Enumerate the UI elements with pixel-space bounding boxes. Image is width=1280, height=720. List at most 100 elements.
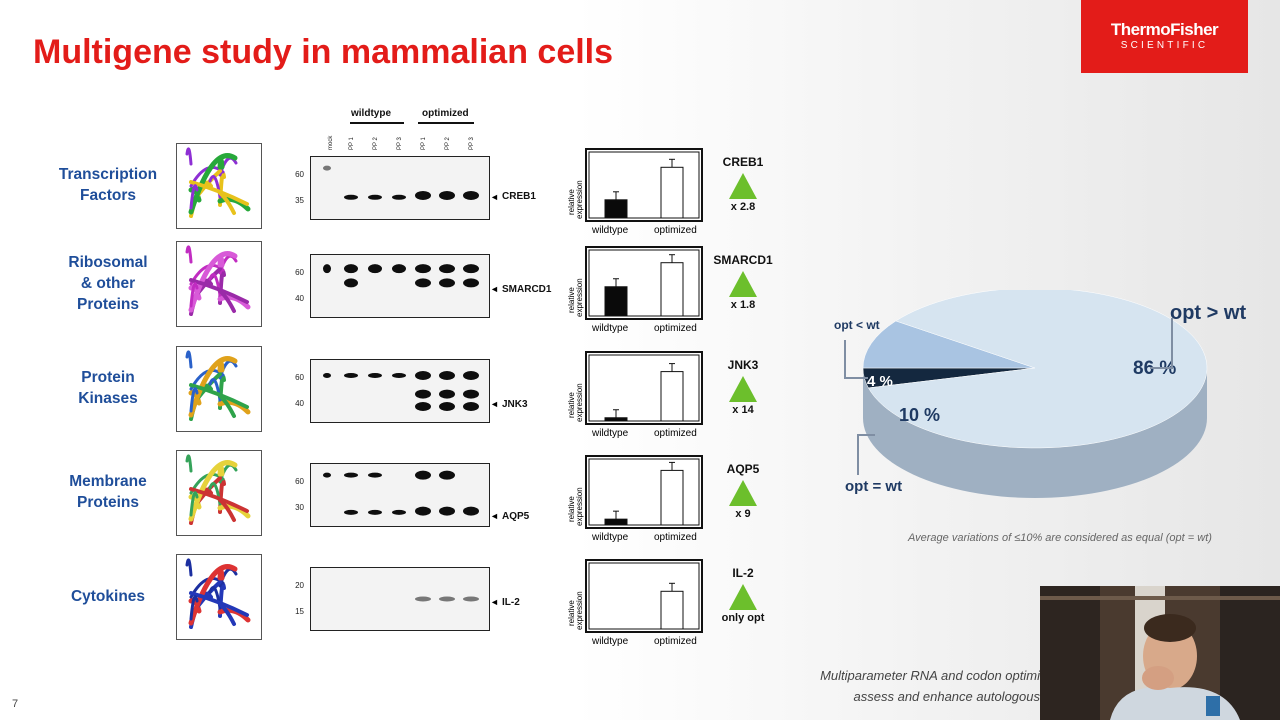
expression-bar-chart: relative expression wildtype optimized	[567, 246, 703, 334]
gene-label: IL-2	[502, 597, 520, 608]
category-label-line: Cytokines	[70, 587, 146, 605]
x-label-optimized: optimized	[654, 225, 697, 236]
x-label-wildtype: wildtype	[591, 428, 629, 439]
mw-marker: 40	[295, 294, 304, 303]
mw-marker: 30	[295, 503, 304, 512]
gene-label: AQP5	[502, 511, 530, 522]
x-label-optimized: optimized	[654, 636, 697, 647]
optimized-bar	[660, 469, 684, 526]
mw-marker: 15	[295, 607, 304, 616]
y-axis-label-line-2: expression	[575, 591, 584, 630]
x-label-wildtype: wildtype	[591, 323, 629, 334]
band-arrow-icon: ◄	[490, 399, 499, 409]
thermo-fisher-logo: ThermoFisher SCIENTIFIC	[1081, 0, 1248, 73]
optimized-bar	[660, 166, 684, 219]
increase-triangle-icon	[729, 376, 757, 402]
mw-marker: 60	[295, 268, 304, 277]
optimized-bar	[660, 590, 684, 630]
expression-pie-chart	[862, 290, 1208, 498]
wildtype-bar	[604, 199, 628, 219]
logo-line-1: ThermoFisher	[1110, 20, 1219, 39]
mw-marker: 60	[295, 477, 304, 486]
lane-label: PP 2	[373, 137, 379, 150]
category-label-line: Ribosomal	[68, 253, 148, 271]
wildtype-bracket	[350, 122, 404, 124]
page-number: 7	[12, 698, 19, 710]
fold-gene-label: CREB1	[722, 155, 764, 169]
pie-label-opt-lt-wt: opt < wt	[834, 318, 880, 332]
x-label-wildtype: wildtype	[591, 636, 629, 647]
group-label-optimized: optimized	[422, 108, 469, 119]
wildtype-bar	[604, 417, 628, 422]
western-blot	[310, 359, 490, 423]
mw-marker: 60	[295, 373, 304, 382]
fold-change-label: x 14	[732, 404, 754, 416]
category-label-line: & other	[80, 274, 136, 292]
optimized-bracket	[418, 122, 474, 124]
protein-structure-image	[176, 450, 262, 536]
category-label-line: Factors	[80, 187, 136, 204]
protein-structure-image	[176, 346, 262, 432]
pie-slice	[868, 290, 1208, 449]
y-axis-label-line-1: relative	[567, 496, 576, 522]
lane-label: PP 2	[445, 137, 451, 150]
expression-bar-chart: relative expression wildtype optimized	[567, 559, 703, 647]
pie-value-opt-eq-wt: 10 %	[899, 405, 941, 425]
wildtype-bar	[604, 286, 628, 317]
increase-triangle-icon	[729, 584, 757, 610]
optimized-bar	[660, 262, 684, 317]
category-label-line: Kinases	[78, 390, 138, 407]
protein-structure-image	[176, 143, 262, 229]
fold-gene-label: AQP5	[726, 462, 760, 476]
protein-structure-image	[176, 554, 262, 640]
protein-structure-image	[176, 241, 262, 327]
y-axis-label-line-1: relative	[567, 600, 576, 626]
x-label-optimized: optimized	[654, 532, 697, 543]
presenter-video[interactable]	[1040, 586, 1280, 720]
presenter-video-frame	[1040, 586, 1280, 720]
expression-bar-chart: relative expression wildtype optimized	[567, 148, 703, 236]
pie-side-wall	[863, 368, 1207, 498]
band-arrow-icon: ◄	[490, 192, 499, 202]
increase-triangle-icon	[729, 173, 757, 199]
expression-bar-chart: relative expression wildtype optimized	[567, 455, 703, 543]
y-axis-label-line-2: expression	[575, 180, 584, 219]
x-label-optimized: optimized	[654, 323, 697, 334]
lane-label: mock	[328, 135, 334, 150]
band-arrow-icon: ◄	[490, 284, 499, 294]
lane-label: PP 3	[469, 137, 475, 150]
increase-triangle-icon	[729, 480, 757, 506]
slide-title: Multigene study in mammalian cells	[33, 33, 614, 71]
equality-note: Average variations of ≤10% are considere…	[908, 532, 1212, 544]
lane-label: PP 1	[349, 137, 355, 150]
group-label-wildtype: wildtype	[351, 108, 392, 119]
gene-label: CREB1	[502, 191, 536, 202]
gene-label: SMARCD1	[502, 284, 552, 295]
fold-gene-label: JNK3	[727, 358, 759, 372]
western-blot	[310, 463, 490, 527]
y-axis-label-line-1: relative	[567, 189, 576, 215]
category-label-line: Proteins	[76, 494, 139, 511]
caption-line-1: Multiparameter RNA and codon optimi	[820, 668, 1040, 683]
mw-marker: 20	[295, 581, 304, 590]
lane-label: PP 1	[421, 137, 427, 150]
logo-line-2: SCIENTIFIC	[1120, 40, 1209, 51]
fold-gene-label: IL-2	[732, 566, 754, 580]
fold-change-label: only opt	[721, 612, 765, 624]
category-label: Ribosomal & other Proteins	[40, 252, 176, 315]
category-label: Transcription Factors	[40, 164, 176, 206]
pie-label-opt-gt-wt: opt > wt	[1170, 302, 1247, 324]
band-arrow-icon: ◄	[490, 597, 499, 607]
y-axis-label-line-2: expression	[575, 278, 584, 317]
mw-marker: 40	[295, 399, 304, 408]
category-label-line: Transcription	[58, 166, 158, 183]
wildtype-bar	[604, 518, 628, 526]
category-label: Protein Kinases	[40, 367, 176, 409]
category-label-line: Protein	[81, 369, 135, 386]
fold-change-label: x 9	[735, 508, 751, 520]
gene-label: JNK3	[502, 399, 528, 410]
category-label-line: Membrane	[69, 473, 147, 490]
expression-bar-chart: relative expression wildtype optimized	[567, 351, 703, 439]
fold-change-label: x 1.8	[730, 299, 756, 311]
category-label-line: Proteins	[76, 295, 139, 313]
